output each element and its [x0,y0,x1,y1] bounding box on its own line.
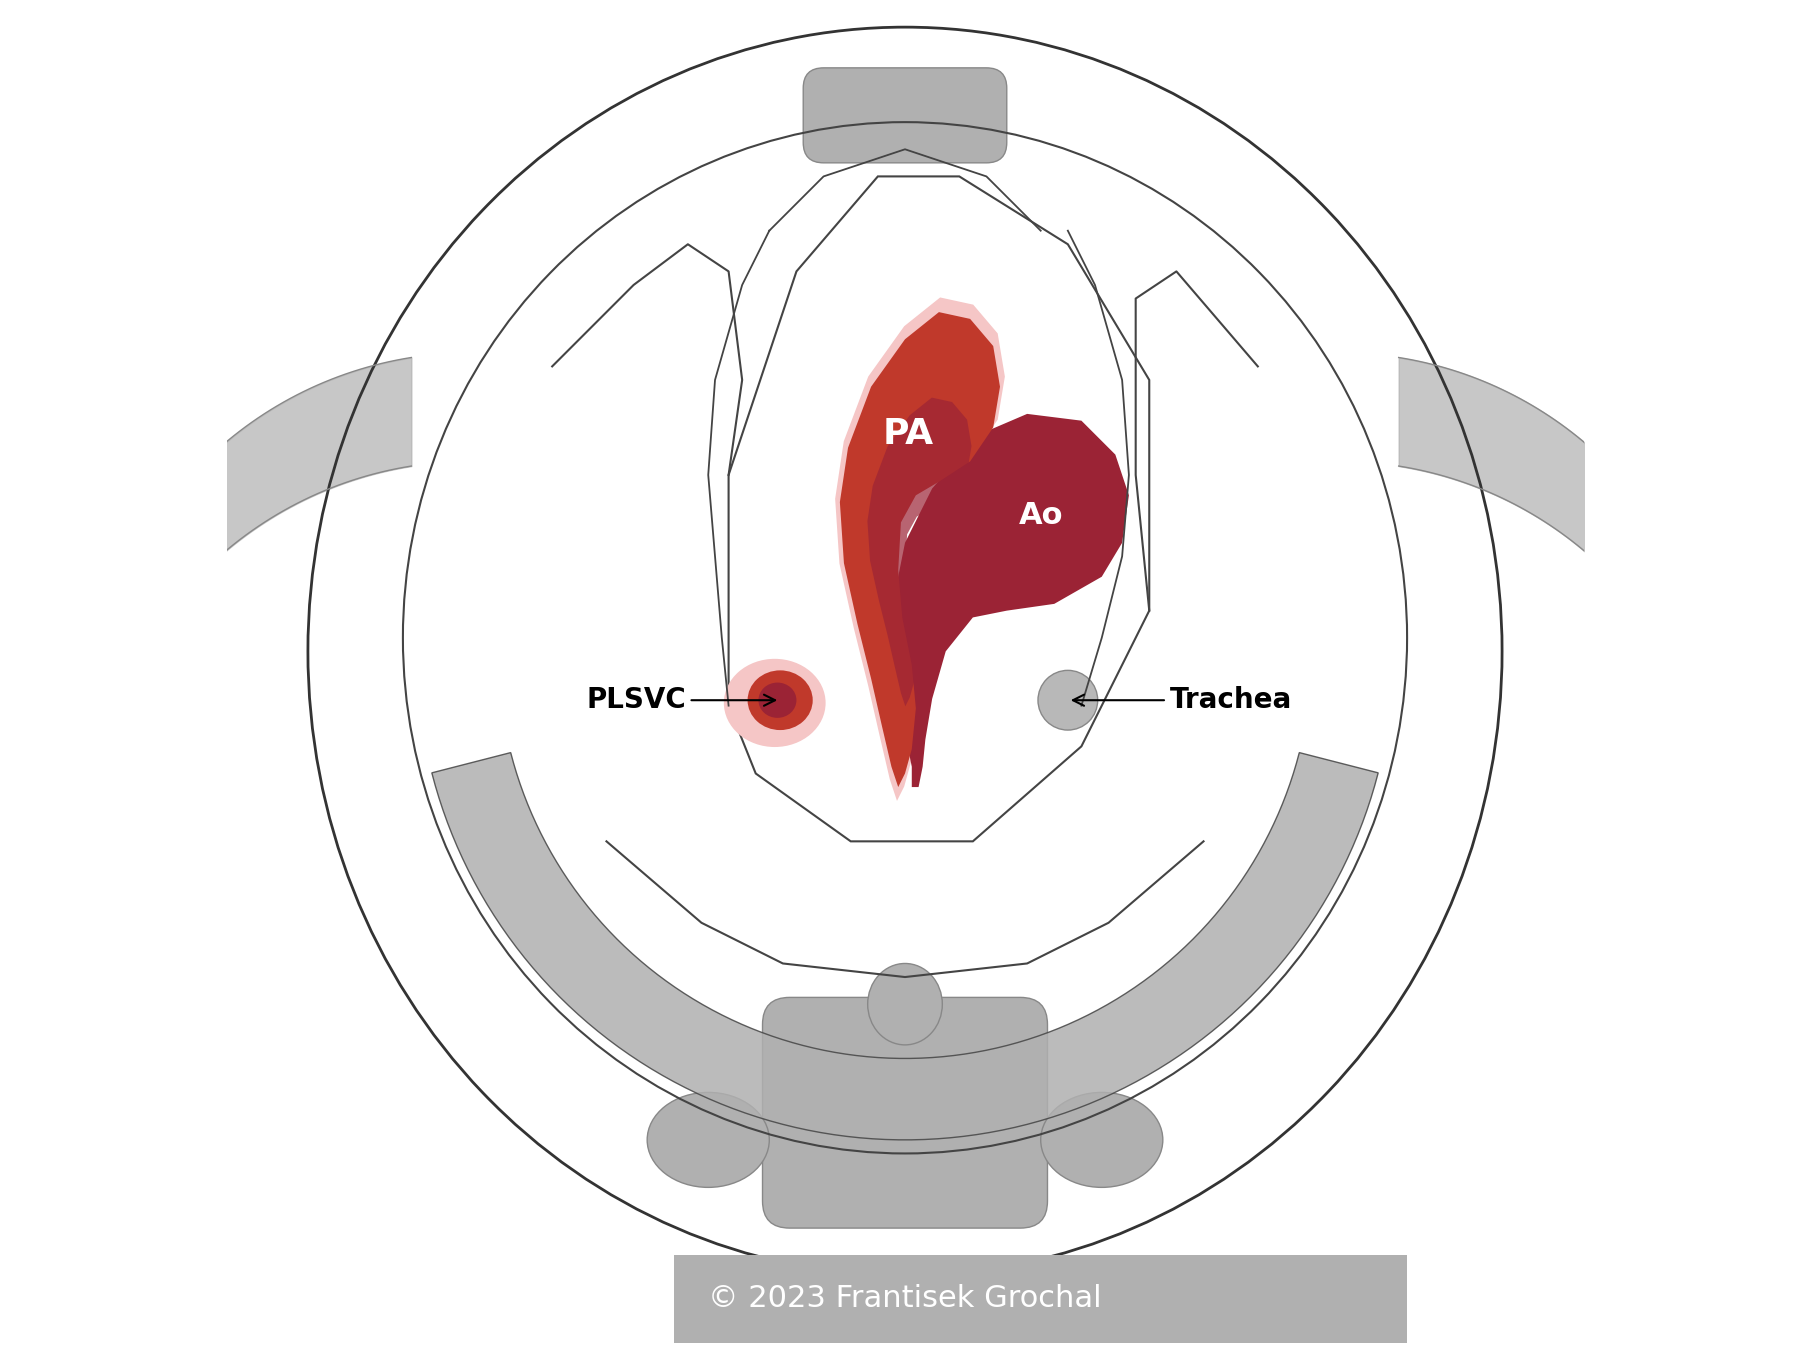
Ellipse shape [1041,1092,1162,1187]
Polygon shape [867,398,972,707]
Ellipse shape [724,660,825,748]
FancyBboxPatch shape [804,68,1006,163]
Ellipse shape [748,670,813,730]
Text: PA: PA [881,417,934,452]
Polygon shape [729,176,1149,841]
Ellipse shape [758,683,796,718]
Polygon shape [834,297,1005,801]
FancyBboxPatch shape [762,997,1048,1228]
Text: PLSVC: PLSVC [586,687,775,714]
Text: Trachea: Trachea [1073,687,1292,714]
Text: Ao: Ao [1019,501,1062,531]
Text: © 2023 Frantisek Grochal: © 2023 Frantisek Grochal [708,1284,1102,1314]
Polygon shape [433,753,1377,1140]
FancyBboxPatch shape [675,1255,1406,1343]
Circle shape [1037,670,1097,730]
Polygon shape [840,312,999,787]
Ellipse shape [648,1092,769,1187]
Polygon shape [892,414,1129,787]
Ellipse shape [867,963,943,1045]
